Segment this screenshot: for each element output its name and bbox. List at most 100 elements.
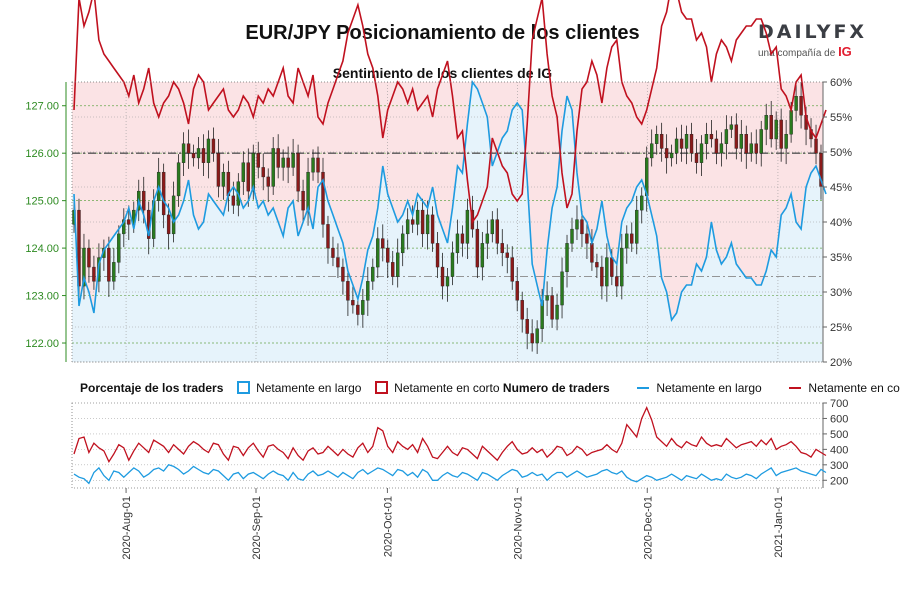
candle-body [196, 148, 201, 159]
candle-body [719, 143, 724, 154]
candle-body [415, 209, 420, 225]
candle-body [171, 195, 176, 235]
candle-body [356, 304, 360, 315]
series-line-long-pct [73, 79, 827, 323]
candle-body [276, 148, 280, 168]
candle-body [321, 171, 325, 225]
candle-body [211, 138, 216, 154]
candle-body [241, 162, 246, 182]
left-tick-label: 123.00 [25, 291, 59, 303]
candle-body [669, 152, 674, 159]
candle-body [754, 143, 758, 154]
candle-body [560, 271, 564, 306]
candle-body [400, 233, 405, 254]
candle-body [500, 243, 504, 254]
lower-right-tick-label: 600 [830, 413, 848, 425]
right-tick-label: 55% [830, 112, 852, 124]
lower-right-tick-label: 200 [830, 475, 848, 487]
candle-body [376, 238, 380, 268]
candle-body [112, 262, 116, 282]
candle-body [87, 247, 91, 268]
series-line-short-count [73, 405, 827, 464]
legend-pct-long: Netamente en largo [256, 380, 362, 395]
candle-body [316, 157, 320, 173]
candle-body [465, 209, 470, 244]
candle-body [510, 257, 514, 282]
candle-body [176, 162, 181, 197]
candle-body [749, 143, 753, 154]
candle-body [381, 238, 385, 249]
candle-body [620, 247, 624, 287]
candle-body [505, 252, 509, 258]
candle-body [814, 138, 818, 154]
candle-body [630, 233, 634, 244]
legend-num-title: Numero de traders [502, 380, 610, 395]
x-tick-label: 2020-Dec-01 [642, 496, 654, 560]
dailyfx-logo: DAILYFX una compañía de IG [758, 22, 868, 66]
candle-body [92, 266, 96, 282]
candle-body [774, 119, 778, 140]
candle-body [435, 243, 440, 268]
candle-body [161, 171, 166, 216]
candle-body [545, 295, 549, 301]
candle-body [739, 134, 744, 149]
series-line-short-pct [73, 0, 827, 225]
candle-body [744, 134, 748, 154]
candle-body [361, 300, 365, 315]
candle-body [764, 115, 768, 130]
candle-body [425, 214, 430, 235]
candle-body [570, 228, 574, 244]
candle-body [450, 252, 455, 277]
left-tick-label: 125.00 [25, 196, 59, 208]
candle-body [405, 219, 410, 235]
candle-body [649, 143, 654, 159]
candle-body [819, 152, 823, 187]
chart-legend: Porcentaje de los traders Netamente en l… [80, 380, 900, 395]
candle-body [565, 243, 569, 273]
candle-body [336, 257, 340, 268]
chart-title: EUR/JPY Posicionamiento de los clientes [245, 22, 640, 44]
candle-body [689, 134, 694, 154]
candle-body [331, 247, 335, 258]
candle-body [341, 266, 345, 282]
candle-body [306, 171, 310, 211]
candle-body [525, 319, 529, 334]
candle-body [590, 243, 594, 263]
candle-body [326, 224, 330, 249]
candle-body [734, 124, 739, 149]
candle-body [296, 152, 300, 192]
short-area [72, 82, 826, 320]
candle-body [769, 115, 773, 140]
legend-pct-title: Porcentaje de los traders [80, 380, 224, 395]
candle-body [127, 219, 131, 225]
legend-short-swatch [374, 381, 388, 395]
candle-body [455, 233, 460, 254]
candle-body [201, 148, 206, 163]
right-tick-label: 25% [830, 322, 852, 334]
logo-wordmark: DAILYFX [758, 21, 868, 43]
candle-body [391, 262, 395, 277]
lower-right-tick-label: 500 [830, 429, 848, 441]
candle-body [77, 209, 81, 287]
candle-body [216, 152, 221, 187]
candle-body [266, 176, 270, 187]
candle-body [580, 219, 584, 235]
legend-num-long-line [636, 386, 649, 389]
right-tick-label: 30% [830, 287, 852, 299]
left-tick-label: 124.00 [25, 243, 59, 255]
candle-body [117, 233, 121, 263]
series-line-long-count [73, 464, 827, 485]
candle-body [704, 134, 709, 144]
candle-body [640, 195, 644, 211]
ig-logo: IG [838, 44, 852, 59]
candle-body [684, 134, 689, 149]
x-tick-label: 2020-Oct-01 [382, 496, 394, 557]
right-tick-label: 60% [830, 77, 852, 89]
lower-right-tick-label: 700 [830, 398, 848, 410]
candle-body [371, 266, 375, 282]
right-tick-label: 40% [830, 217, 852, 229]
candle-body [605, 257, 609, 287]
candle-body [550, 295, 554, 320]
x-tick-label: 2021-Jan-01 [773, 496, 785, 558]
candle-body [659, 134, 664, 149]
